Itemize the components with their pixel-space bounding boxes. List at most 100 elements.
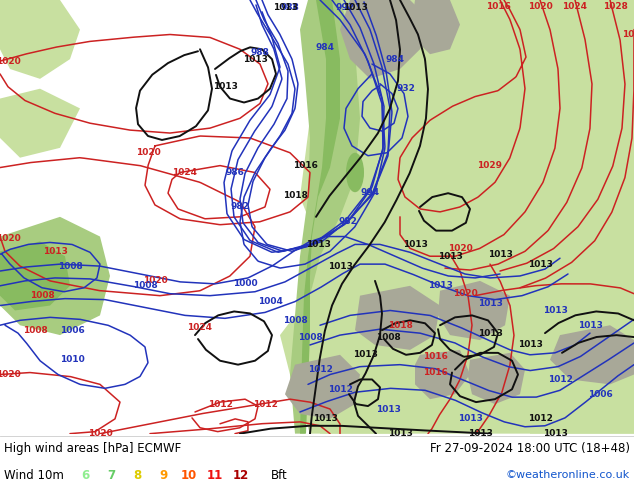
Text: 10: 10	[181, 469, 197, 482]
Polygon shape	[438, 281, 510, 340]
Text: 1016: 1016	[486, 2, 510, 11]
Text: 1024: 1024	[562, 2, 588, 11]
Text: 1008: 1008	[133, 281, 157, 290]
Text: 992: 992	[335, 3, 354, 12]
Text: 1013: 1013	[517, 341, 543, 349]
Text: 6: 6	[81, 469, 89, 482]
Text: 1013: 1013	[273, 3, 297, 12]
Text: 1032: 1032	[621, 30, 634, 39]
Text: 1020: 1020	[0, 370, 20, 379]
Text: 932: 932	[396, 84, 415, 93]
Text: 1012: 1012	[527, 415, 552, 423]
Text: 1016: 1016	[292, 161, 318, 170]
Polygon shape	[320, 340, 410, 434]
Text: 1012: 1012	[328, 385, 353, 394]
Ellipse shape	[346, 153, 364, 192]
Text: 1018: 1018	[387, 321, 413, 330]
Text: 1013: 1013	[488, 250, 512, 259]
Text: 1024: 1024	[172, 168, 198, 177]
Text: 1013: 1013	[477, 329, 502, 338]
Polygon shape	[348, 182, 550, 325]
Polygon shape	[0, 0, 80, 79]
Text: 1013: 1013	[353, 350, 377, 359]
Text: 1024: 1024	[188, 323, 212, 332]
Text: 8: 8	[133, 469, 141, 482]
Text: 1013: 1013	[403, 240, 427, 249]
Polygon shape	[0, 89, 80, 158]
Text: 11: 11	[207, 469, 223, 482]
Text: 1006: 1006	[60, 326, 84, 335]
Text: 1010: 1010	[60, 355, 84, 364]
Polygon shape	[415, 350, 470, 399]
Polygon shape	[580, 0, 634, 59]
Text: 982: 982	[231, 202, 249, 212]
Polygon shape	[355, 286, 440, 350]
Text: 1013: 1013	[543, 429, 567, 438]
Text: 1013: 1013	[437, 252, 462, 261]
Text: 984: 984	[316, 43, 335, 52]
Polygon shape	[340, 0, 430, 79]
Text: 1013: 1013	[527, 260, 552, 269]
Text: 7: 7	[107, 469, 115, 482]
Text: 986: 986	[226, 168, 245, 177]
Text: 1020: 1020	[136, 148, 160, 157]
Text: 1008: 1008	[23, 326, 48, 335]
Text: 1020: 1020	[448, 244, 472, 253]
Text: 1012: 1012	[252, 399, 278, 409]
Text: 1013: 1013	[313, 415, 337, 423]
Text: 1013: 1013	[328, 262, 353, 270]
Text: 1018: 1018	[283, 191, 307, 199]
Text: 1028: 1028	[602, 2, 628, 11]
Text: 1020: 1020	[143, 276, 167, 285]
Polygon shape	[550, 325, 634, 384]
Text: 1013: 1013	[243, 54, 268, 64]
Polygon shape	[450, 0, 560, 89]
Polygon shape	[0, 242, 70, 311]
Text: 988: 988	[281, 3, 299, 12]
Text: 1013: 1013	[306, 240, 330, 249]
Text: 1013: 1013	[543, 306, 567, 315]
Text: 1012: 1012	[307, 365, 332, 374]
Text: High wind areas [hPa] ECMWF: High wind areas [hPa] ECMWF	[4, 442, 181, 455]
Text: 1006: 1006	[588, 390, 612, 399]
Text: 1013: 1013	[467, 429, 493, 438]
Text: 1012: 1012	[548, 375, 573, 384]
Text: 1013: 1013	[458, 415, 482, 423]
Text: 1013: 1013	[578, 321, 602, 330]
Text: 994: 994	[361, 188, 380, 196]
Text: 1020: 1020	[0, 57, 20, 66]
Text: 1013: 1013	[342, 3, 368, 12]
Polygon shape	[290, 0, 360, 434]
Text: 1008: 1008	[58, 262, 82, 270]
Text: 1012: 1012	[207, 399, 233, 409]
Text: 1004: 1004	[257, 297, 282, 306]
Text: 1000: 1000	[233, 279, 257, 288]
Text: 9: 9	[159, 469, 167, 482]
Polygon shape	[530, 335, 634, 434]
Text: 1008: 1008	[283, 316, 307, 325]
Text: 1013: 1013	[477, 299, 502, 308]
Polygon shape	[468, 353, 525, 404]
Text: 1013: 1013	[42, 247, 67, 256]
Text: 1020: 1020	[87, 429, 112, 438]
Text: 1008: 1008	[375, 333, 401, 342]
Text: 1020: 1020	[527, 2, 552, 11]
Text: 1029: 1029	[477, 161, 503, 170]
Text: 982: 982	[339, 217, 358, 226]
Text: Bft: Bft	[271, 469, 288, 482]
Polygon shape	[280, 0, 634, 434]
Text: 1016: 1016	[423, 368, 448, 377]
Text: 1016: 1016	[423, 352, 448, 361]
Text: Wind 10m: Wind 10m	[4, 469, 64, 482]
Text: 1020: 1020	[0, 234, 20, 243]
Text: 1013: 1013	[212, 82, 238, 91]
Text: 1013: 1013	[387, 429, 413, 438]
Text: 1008: 1008	[297, 333, 322, 342]
Text: 984: 984	[385, 54, 404, 64]
Text: 1008: 1008	[30, 291, 55, 300]
Text: 1013: 1013	[375, 405, 401, 414]
Text: 988: 988	[250, 48, 269, 57]
Polygon shape	[300, 0, 340, 434]
Text: 1013: 1013	[427, 281, 453, 290]
Polygon shape	[412, 0, 460, 54]
